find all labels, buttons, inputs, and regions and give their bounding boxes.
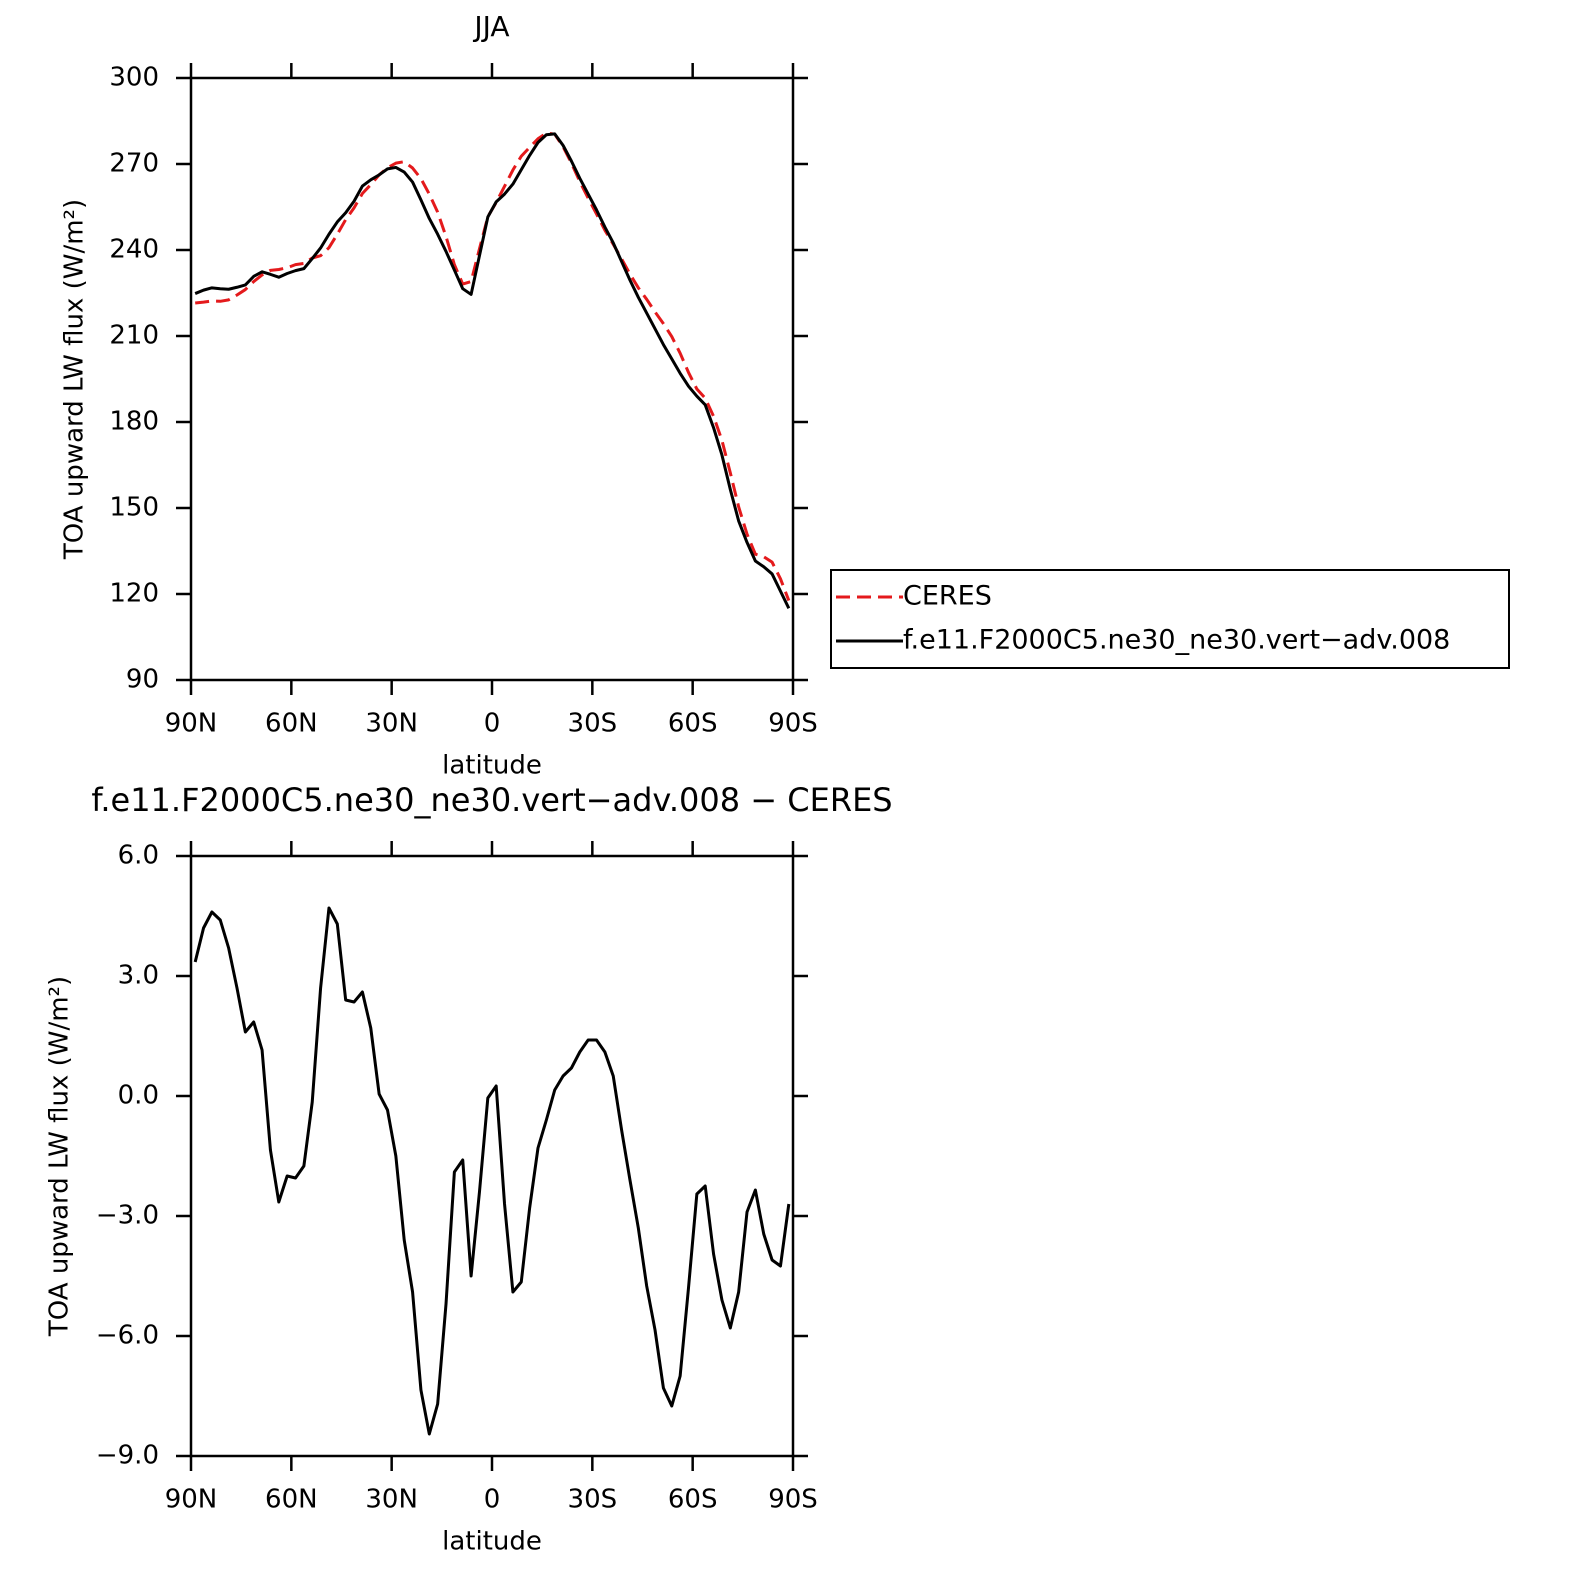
legend-label: f.e11.F2000C5.ne30_ne30.vert−adv.008 bbox=[903, 625, 1450, 656]
y-tick-label: 270 bbox=[109, 149, 159, 179]
y-tick-label: 180 bbox=[109, 407, 159, 437]
x-axis-title: latitude bbox=[442, 1527, 542, 1557]
y-axis-title: TOA upward LW flux (W/m²) bbox=[45, 976, 75, 1337]
chart-title: f.e11.F2000C5.ne30_ne30.vert−adv.008 − C… bbox=[91, 781, 892, 819]
y-tick-label: 0.0 bbox=[118, 1081, 159, 1111]
x-axis-title: latitude bbox=[442, 751, 542, 781]
y-tick-label: 300 bbox=[109, 63, 159, 93]
legend-label: CERES bbox=[903, 581, 992, 612]
data-line bbox=[194, 132, 791, 609]
data-line bbox=[193, 906, 791, 1436]
x-tick-label: 60N bbox=[265, 1485, 318, 1515]
x-tick-label: 90N bbox=[165, 709, 218, 739]
legend-box bbox=[830, 569, 1510, 669]
x-tick-label: 60S bbox=[668, 709, 718, 739]
chart-title: JJA bbox=[472, 10, 509, 43]
y-tick-label: 3.0 bbox=[118, 961, 159, 991]
y-tick-label: −6.0 bbox=[96, 1321, 159, 1351]
plot-frame bbox=[189, 854, 795, 1458]
x-tick-label: 30N bbox=[365, 709, 418, 739]
plot-frame bbox=[189, 76, 795, 682]
y-tick-label: 210 bbox=[109, 321, 159, 351]
x-tick-label: 30N bbox=[365, 1485, 418, 1515]
x-tick-label: 90N bbox=[165, 1485, 218, 1515]
y-tick-label: 240 bbox=[109, 235, 159, 265]
data-line bbox=[195, 131, 791, 602]
x-tick-label: 30S bbox=[568, 1485, 618, 1515]
x-tick-label: 60N bbox=[265, 709, 318, 739]
x-tick-label: 90S bbox=[768, 709, 818, 739]
y-tick-label: 6.0 bbox=[118, 841, 159, 871]
y-tick-label: −9.0 bbox=[96, 1441, 159, 1471]
y-tick-label: 120 bbox=[109, 579, 159, 609]
x-tick-label: 0 bbox=[484, 709, 501, 739]
y-tick-label: 150 bbox=[109, 493, 159, 523]
x-tick-label: 90S bbox=[768, 1485, 818, 1515]
x-tick-label: 60S bbox=[668, 1485, 718, 1515]
y-tick-label: 90 bbox=[126, 665, 159, 695]
x-tick-label: 30S bbox=[568, 709, 618, 739]
y-axis-title: TOA upward LW flux (W/m²) bbox=[60, 199, 90, 560]
x-tick-label: 0 bbox=[484, 1485, 501, 1515]
y-tick-label: −3.0 bbox=[96, 1201, 159, 1231]
